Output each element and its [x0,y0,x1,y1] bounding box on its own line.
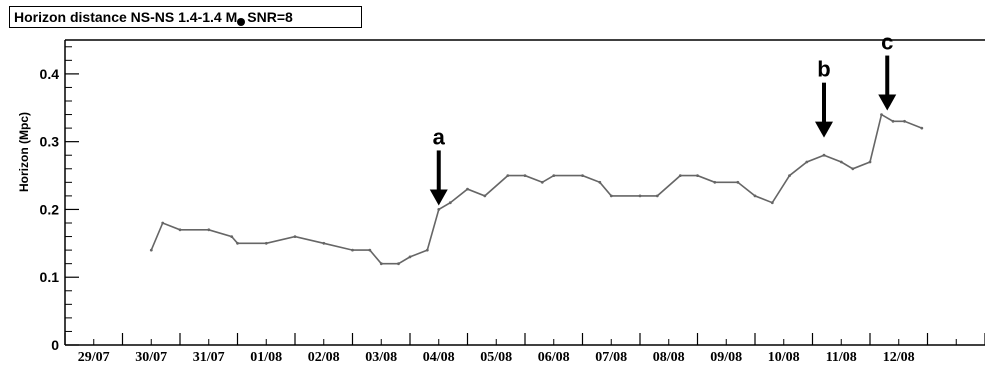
x-tick-label: 03/08 [365,350,397,365]
data-point [264,241,268,245]
x-tick-label: 07/08 [595,350,627,365]
data-point [903,119,906,123]
chart-title: Horizon distance NS-NS 1.4-1.4 M SNR=8 [9,6,362,28]
x-tick-label: 05/08 [480,350,512,365]
data-point [448,201,452,205]
annotation-label: c [881,30,893,55]
data-point [230,235,234,239]
data-point [552,174,556,178]
data-point [178,228,182,232]
annotation-arrow-head [429,189,448,206]
data-point [868,160,872,164]
x-tick-label: 31/07 [193,350,225,365]
data-point [736,180,740,184]
chart-title-main: Horizon distance NS-NS 1.4-1.4 M [14,9,238,25]
x-tick-label: 11/08 [826,350,857,365]
x-tick-label: 10/08 [768,350,800,365]
data-point [891,119,895,123]
data-point [506,174,510,178]
sun-symbol-icon [237,18,246,26]
data-point [655,194,659,198]
data-point [236,241,239,245]
data-point [207,228,211,232]
chart-title-snr: SNR=8 [247,9,293,25]
data-point [770,201,774,205]
x-tick-label: 02/08 [308,350,340,365]
data-point [839,160,843,164]
data-point [920,126,924,130]
x-tick-label: 08/08 [653,350,685,365]
annotation-label: a [433,124,446,149]
y-tick-label: 0.2 [40,201,60,217]
y-tick-label: 0.3 [40,134,60,150]
annotation-arrow-head [878,94,897,111]
y-axis-title: Horizon (Mpc) [17,112,31,192]
data-point [788,174,791,178]
data-point [397,262,400,266]
data-point [598,180,602,184]
data-point [149,248,153,252]
data-point [466,187,469,191]
x-tick-label: 12/08 [883,350,915,365]
data-point [678,174,682,178]
data-point [638,194,642,198]
x-tick-label: 09/08 [710,350,742,365]
data-point [696,174,699,178]
data-point [437,208,441,211]
x-tick-label: 30/07 [135,350,167,365]
annotation-label: b [817,57,830,82]
y-tick-label: 0 [51,337,59,353]
data-point [581,174,584,178]
x-tick-label: 01/08 [250,350,282,365]
data-point [408,255,412,259]
data-point [293,235,297,239]
data-point [880,113,883,116]
data-point [425,248,429,252]
data-point [753,194,757,198]
data-point [368,248,372,252]
horizon-series-line [150,113,923,265]
x-tick-label: 29/07 [78,350,110,365]
y-tick-label: 0.4 [40,66,60,82]
data-point [351,248,354,252]
data-point [379,262,383,266]
y-tick-label: 0.1 [40,269,60,285]
data-point [322,241,326,245]
annotation-arrow-head [815,121,833,138]
data-point [483,194,487,198]
data-point [609,194,613,198]
x-tick-label: 06/08 [538,350,570,365]
data-point [713,180,717,184]
data-point [851,167,855,171]
data-point [523,174,527,178]
data-point [805,160,809,164]
data-point [822,153,826,157]
x-tick-label: 04/08 [423,350,455,365]
data-point [540,180,544,184]
data-point [161,221,165,225]
